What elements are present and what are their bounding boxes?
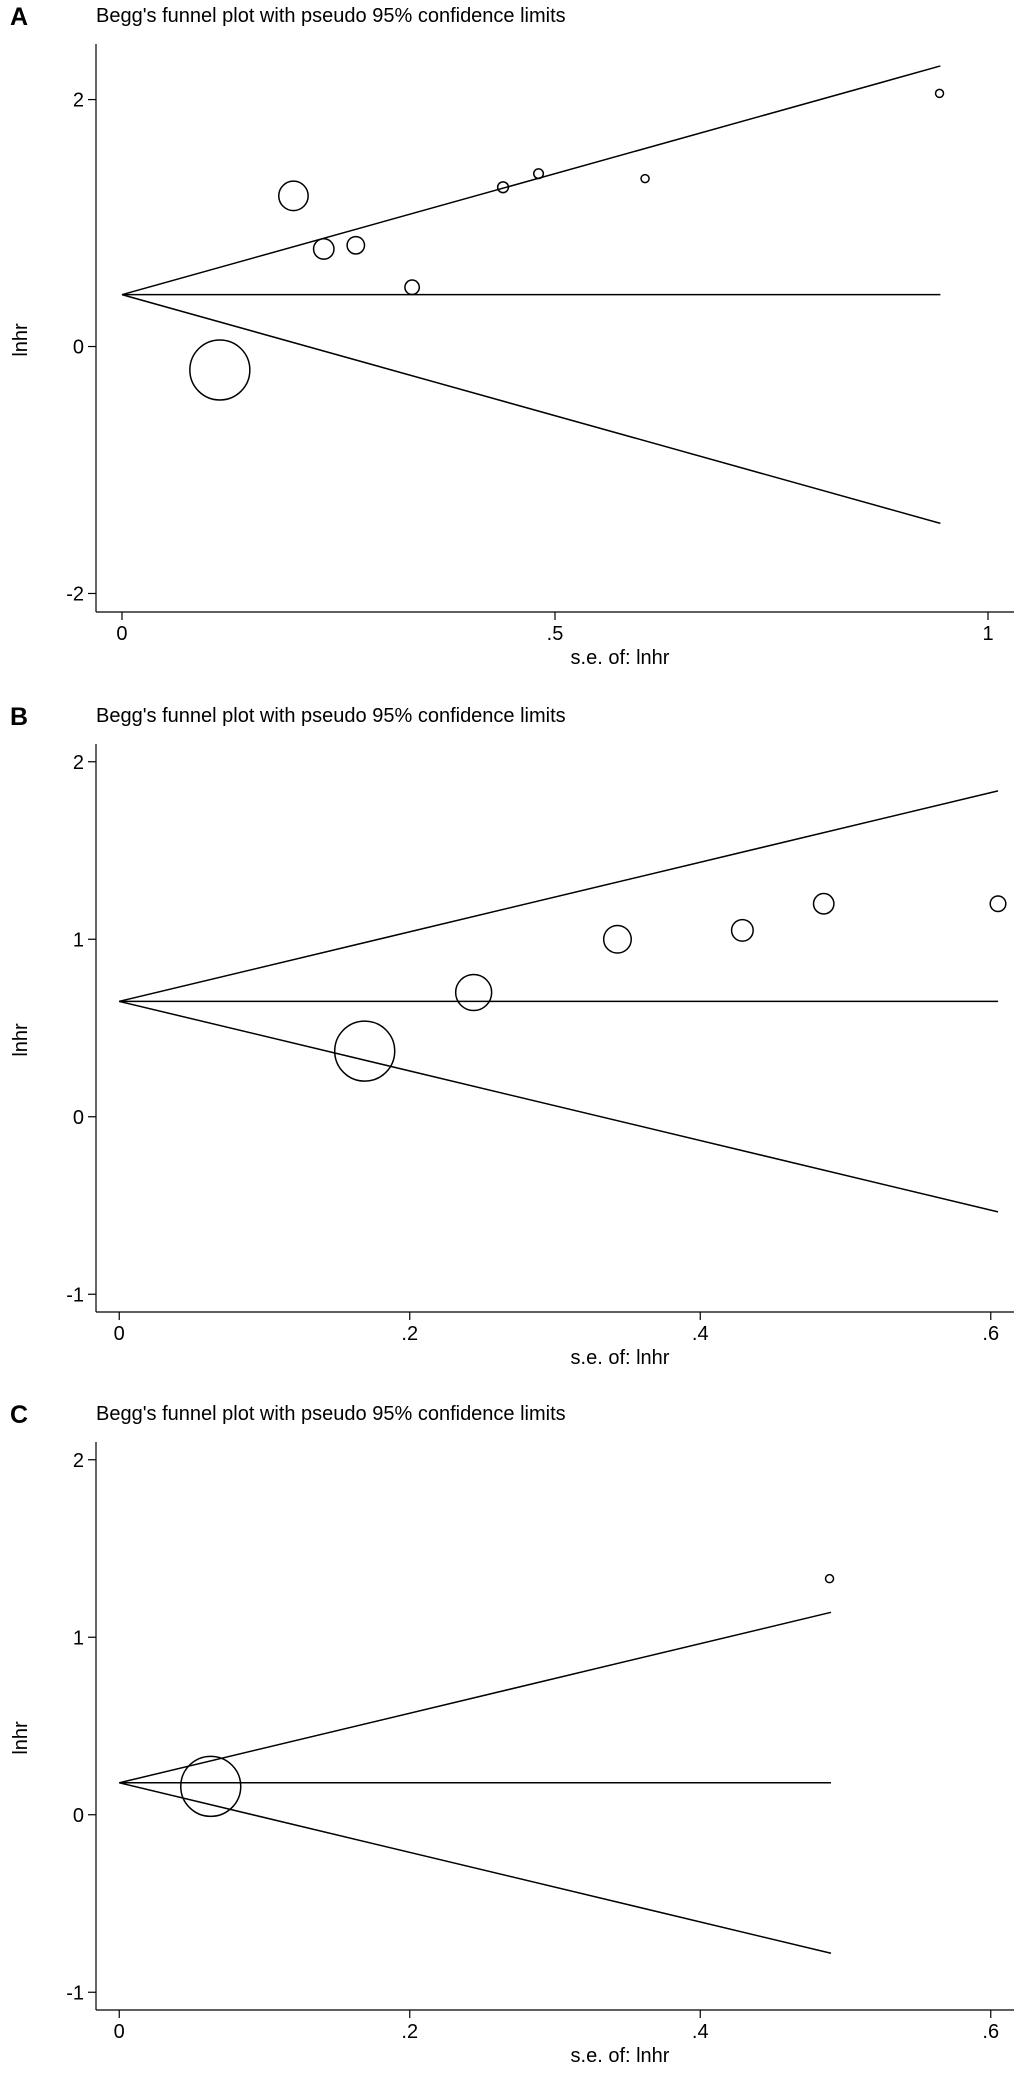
- x-tick-label: 0: [114, 2021, 125, 2043]
- y-tick-label: 0: [73, 1805, 84, 1827]
- study-point: [532, 168, 545, 180]
- y-tick-label: 2: [73, 752, 84, 774]
- chart-title: Begg's funnel plot with pseudo 95% confi…: [96, 5, 566, 27]
- upper-confidence-limit-line: [119, 1611, 832, 1784]
- axes: 0 .5 1 -2 0 2: [66, 44, 1014, 645]
- x-tick-label: .6: [982, 2021, 999, 2043]
- study-point: [180, 1755, 242, 1818]
- study-point: [602, 924, 633, 954]
- panel-letter: C: [10, 1401, 28, 1429]
- study-point: [404, 279, 421, 296]
- panel-letter: B: [10, 703, 28, 731]
- lower-confidence-limit-line: [119, 1782, 832, 1955]
- funnel-plot-panel-a: A Begg's funnel plot with pseudo 95% con…: [0, 0, 1020, 688]
- study-point: [934, 88, 945, 99]
- y-axis-label: lnhr: [10, 1023, 32, 1057]
- x-axis-label: s.e. of: lnhr: [571, 2045, 670, 2067]
- study-point: [989, 895, 1007, 913]
- study-point: [333, 1020, 396, 1082]
- x-tick-label: .4: [692, 1323, 709, 1345]
- x-tick-label: .4: [692, 2021, 709, 2043]
- x-axis-label: s.e. of: lnhr: [571, 1347, 670, 1369]
- x-axis-label: s.e. of: lnhr: [571, 647, 670, 669]
- axes: 0 .2 .4 .6 -1 0 1 2: [66, 744, 1014, 1345]
- funnel-plot-panel-b: B Begg's funnel plot with pseudo 95% con…: [0, 700, 1020, 1388]
- lower-confidence-limit-line: [121, 293, 941, 525]
- study-point: [312, 238, 335, 260]
- upper-confidence-limit-line: [121, 65, 941, 296]
- funnel-plot-a: A Begg's funnel plot with pseudo 95% con…: [10, 3, 1014, 669]
- study-point: [496, 181, 510, 194]
- plot-marks: [121, 65, 945, 525]
- plot-marks: [119, 790, 1007, 1213]
- axes: 0 .2 .4 .6 -1 0 1 2: [66, 1442, 1014, 2043]
- x-tick-label: 1: [982, 623, 993, 645]
- y-tick-label: -1: [66, 1982, 84, 2004]
- y-tick-label: -2: [66, 583, 84, 605]
- funnel-plot-c: C Begg's funnel plot with pseudo 95% con…: [10, 1401, 1014, 2067]
- upper-confidence-limit-line: [119, 790, 999, 1003]
- chart-title: Begg's funnel plot with pseudo 95% confi…: [96, 1403, 566, 1425]
- study-point: [346, 235, 366, 255]
- y-axis-label: lnhr: [10, 1721, 32, 1755]
- y-tick-label: 0: [73, 337, 84, 359]
- study-point: [812, 892, 835, 915]
- funnel-plot-panel-c: C Begg's funnel plot with pseudo 95% con…: [0, 1398, 1020, 2086]
- y-axis-label: lnhr: [10, 323, 32, 357]
- x-tick-label: 0: [116, 623, 127, 645]
- x-tick-label: .2: [401, 2021, 418, 2043]
- chart-title: Begg's funnel plot with pseudo 95% confi…: [96, 705, 566, 727]
- y-tick-label: -1: [66, 1284, 84, 1306]
- study-point: [189, 339, 251, 401]
- study-point: [278, 180, 309, 212]
- x-tick-label: 0: [114, 1323, 125, 1345]
- plot-marks: [119, 1573, 835, 1955]
- x-tick-label: .5: [547, 623, 564, 645]
- y-tick-label: 0: [73, 1107, 84, 1129]
- study-point: [824, 1573, 835, 1584]
- panel-letter: A: [10, 3, 28, 31]
- y-tick-label: 1: [73, 1627, 84, 1649]
- funnel-plot-b: B Begg's funnel plot with pseudo 95% con…: [10, 703, 1014, 1369]
- x-tick-label: .2: [401, 1323, 418, 1345]
- study-point: [730, 918, 754, 942]
- y-tick-label: 2: [73, 90, 84, 112]
- study-point: [640, 173, 650, 184]
- y-tick-label: 1: [73, 929, 84, 951]
- x-tick-label: .6: [982, 1323, 999, 1345]
- study-point: [454, 973, 493, 1012]
- y-tick-label: 2: [73, 1450, 84, 1472]
- lower-confidence-limit-line: [119, 1000, 999, 1213]
